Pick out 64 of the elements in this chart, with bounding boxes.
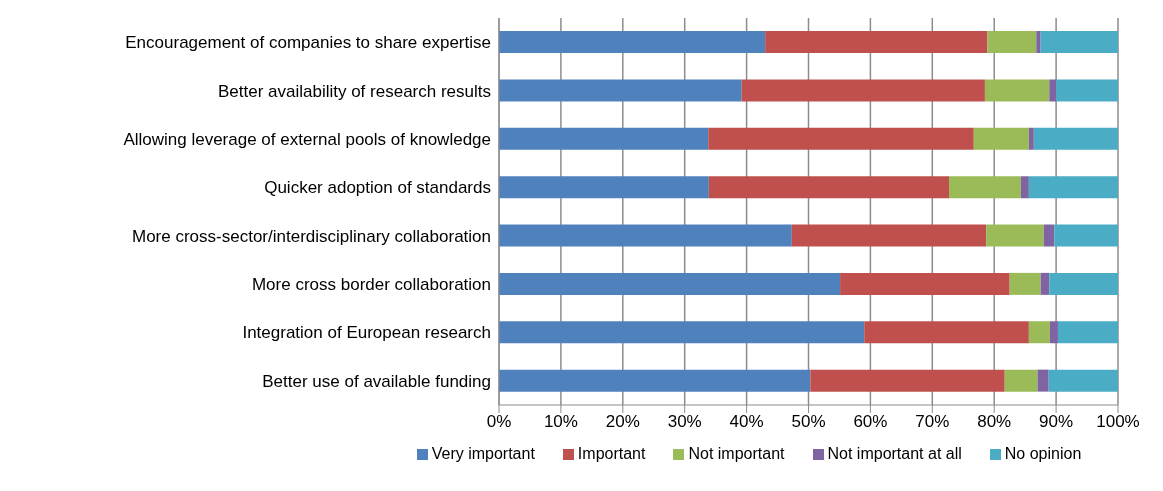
x-tick-label: 10% xyxy=(543,412,578,432)
bar xyxy=(499,79,742,102)
bar xyxy=(949,176,1021,199)
legend-label: Not important xyxy=(688,445,785,462)
bar xyxy=(1028,127,1034,150)
bar xyxy=(1020,176,1029,199)
bar xyxy=(1028,321,1050,344)
x-tick-label: 0% xyxy=(486,412,512,432)
y-tick-label: Encouragement of companies to share expertise xyxy=(125,33,491,53)
bar xyxy=(1033,127,1118,150)
y-tick-label: Quicker adoption of standards xyxy=(264,178,491,198)
bar xyxy=(765,31,988,53)
bar xyxy=(1057,321,1118,344)
bar xyxy=(1048,369,1118,392)
legend-label: Very important xyxy=(431,445,535,462)
bar xyxy=(708,176,950,199)
y-tick-label: Integration of European research xyxy=(242,323,491,343)
bar xyxy=(1009,272,1041,295)
bar xyxy=(1036,31,1041,53)
bar xyxy=(1049,79,1057,102)
bar xyxy=(499,127,709,150)
bar xyxy=(987,31,1037,53)
bar xyxy=(499,176,709,199)
bar xyxy=(499,272,841,295)
x-tick-label: 40% xyxy=(729,412,764,432)
bar xyxy=(984,79,1050,102)
bar xyxy=(1040,31,1118,53)
y-tick-label: Better use of available funding xyxy=(262,371,491,391)
x-tick-label: 50% xyxy=(791,412,826,432)
bar xyxy=(499,224,792,247)
bar xyxy=(1040,272,1050,295)
x-tick-label: 100% xyxy=(1096,412,1140,432)
bar xyxy=(1049,321,1058,344)
legend-label: Important xyxy=(577,445,646,462)
bar xyxy=(840,272,1010,295)
x-tick-label: 90% xyxy=(1039,412,1074,432)
bar xyxy=(1054,224,1118,247)
bar xyxy=(1043,224,1055,247)
bar xyxy=(1037,369,1049,392)
bar xyxy=(499,321,865,344)
bar xyxy=(973,127,1029,150)
y-tick-label: More cross-sector/interdisciplinary collaboration xyxy=(131,226,491,246)
x-tick-label: 30% xyxy=(667,412,702,432)
bar xyxy=(791,224,987,247)
legend-label: No opinion xyxy=(1004,445,1082,462)
bar xyxy=(1049,272,1118,295)
bar xyxy=(986,224,1044,247)
bar xyxy=(708,127,974,150)
bar xyxy=(499,369,811,392)
bar xyxy=(810,369,1005,392)
bar xyxy=(1004,369,1038,392)
bar xyxy=(1056,79,1118,102)
bar xyxy=(499,31,766,53)
bar xyxy=(741,79,985,102)
y-tick-label: Better availability of research results xyxy=(217,81,491,101)
legend-label: Not important at all xyxy=(827,445,962,462)
y-tick-label: Allowing leverage of external pools of knowledge xyxy=(123,129,491,149)
bar xyxy=(1028,176,1118,199)
x-tick-label: 70% xyxy=(915,412,950,432)
x-tick-label: 20% xyxy=(605,412,640,432)
bar xyxy=(864,321,1029,344)
x-tick-label: 60% xyxy=(853,412,888,432)
y-tick-label: More cross border collaboration xyxy=(251,275,491,295)
x-tick-label: 80% xyxy=(977,412,1012,432)
